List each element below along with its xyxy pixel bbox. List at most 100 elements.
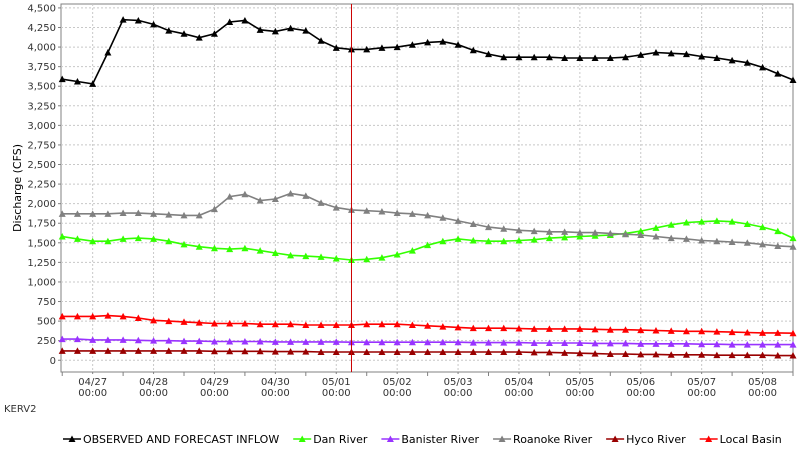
data-point (256, 26, 264, 33)
data-point (485, 324, 493, 332)
legend-label: OBSERVED AND FORECAST INFLOW (83, 433, 279, 446)
legend-label: Hyco River (626, 433, 686, 446)
data-point (134, 16, 142, 24)
data-point (561, 233, 569, 241)
data-point (561, 325, 569, 332)
y-tick-label: 3,500 (27, 82, 56, 93)
data-point (287, 251, 295, 259)
data-point (606, 326, 614, 333)
x-tick-date-label: 05/03 (444, 377, 473, 388)
y-tick-label: 2,000 (27, 199, 56, 210)
data-point (545, 53, 553, 61)
data-point (180, 347, 188, 354)
legend-label: Local Basin (720, 433, 782, 446)
data-point (271, 249, 279, 256)
data-point (652, 233, 660, 240)
data-point (454, 217, 462, 224)
x-tick-date-label: 04/28 (139, 377, 168, 388)
data-point (226, 193, 234, 200)
data-point (393, 251, 401, 258)
data-point (58, 312, 66, 320)
data-point (728, 238, 736, 246)
y-tick-label: 0 (50, 356, 56, 367)
data-point (271, 338, 279, 345)
data-point (210, 347, 218, 355)
data-point (210, 30, 218, 37)
data-point (134, 209, 142, 217)
data-point (652, 340, 660, 347)
data-point (698, 218, 706, 225)
data-point (332, 44, 340, 51)
data-point (454, 41, 462, 48)
data-point (332, 321, 340, 329)
data-point (698, 351, 706, 358)
legend-swatch-marker (498, 435, 506, 442)
data-point (150, 235, 158, 242)
data-point (759, 240, 767, 248)
data-point (58, 335, 66, 343)
data-point (210, 244, 218, 252)
data-point (576, 54, 584, 62)
legend-swatch-marker (298, 435, 306, 442)
data-point (134, 336, 142, 344)
legend-swatch-marker (68, 435, 76, 442)
data-point (256, 247, 264, 254)
data-point (195, 337, 203, 345)
data-point (226, 337, 234, 345)
legend-item: Banister River (381, 433, 480, 446)
data-point (667, 221, 675, 228)
data-point (302, 27, 310, 34)
data-point (789, 341, 797, 348)
data-point (439, 348, 447, 356)
data-point (165, 337, 173, 344)
data-point (652, 350, 660, 358)
x-tick-date-label: 05/04 (505, 377, 534, 388)
data-point (545, 234, 553, 242)
data-point (119, 235, 127, 242)
series-0 (58, 16, 797, 87)
data-point (58, 347, 66, 354)
data-point (561, 339, 569, 347)
data-point (454, 323, 462, 331)
data-point (408, 210, 416, 217)
data-point (89, 336, 97, 343)
data-point (210, 319, 218, 327)
data-point (561, 349, 569, 356)
data-point (104, 312, 112, 319)
x-tick-time-label: 00:00 (748, 388, 777, 399)
data-point (256, 197, 264, 204)
data-point (332, 204, 340, 211)
data-point (363, 255, 371, 263)
data-point (363, 320, 371, 328)
data-point (667, 49, 675, 57)
data-point (408, 321, 416, 329)
data-point (622, 326, 630, 333)
data-point (241, 347, 249, 355)
data-point (302, 192, 310, 199)
data-point (195, 243, 203, 250)
data-point (226, 18, 234, 26)
data-point (728, 56, 736, 64)
data-point (210, 205, 218, 213)
x-tick-date-label: 04/30 (261, 377, 290, 388)
data-point (652, 49, 660, 56)
data-point (363, 45, 371, 53)
data-point (119, 347, 127, 354)
data-point (302, 252, 310, 260)
data-point (515, 339, 523, 346)
data-point (743, 328, 751, 336)
x-axis-ticks: 04/2700:0004/2800:0004/2900:0004/3000:00… (61, 372, 794, 399)
data-point (378, 207, 386, 215)
x-tick-time-label: 00:00 (626, 388, 655, 399)
data-point (485, 339, 493, 346)
data-point (226, 245, 234, 253)
data-point (195, 319, 203, 326)
data-point (58, 210, 66, 217)
data-point (180, 30, 188, 37)
data-point (393, 348, 401, 356)
data-point (759, 341, 767, 348)
data-point (652, 224, 660, 231)
data-point (591, 350, 599, 357)
data-point (713, 340, 721, 348)
